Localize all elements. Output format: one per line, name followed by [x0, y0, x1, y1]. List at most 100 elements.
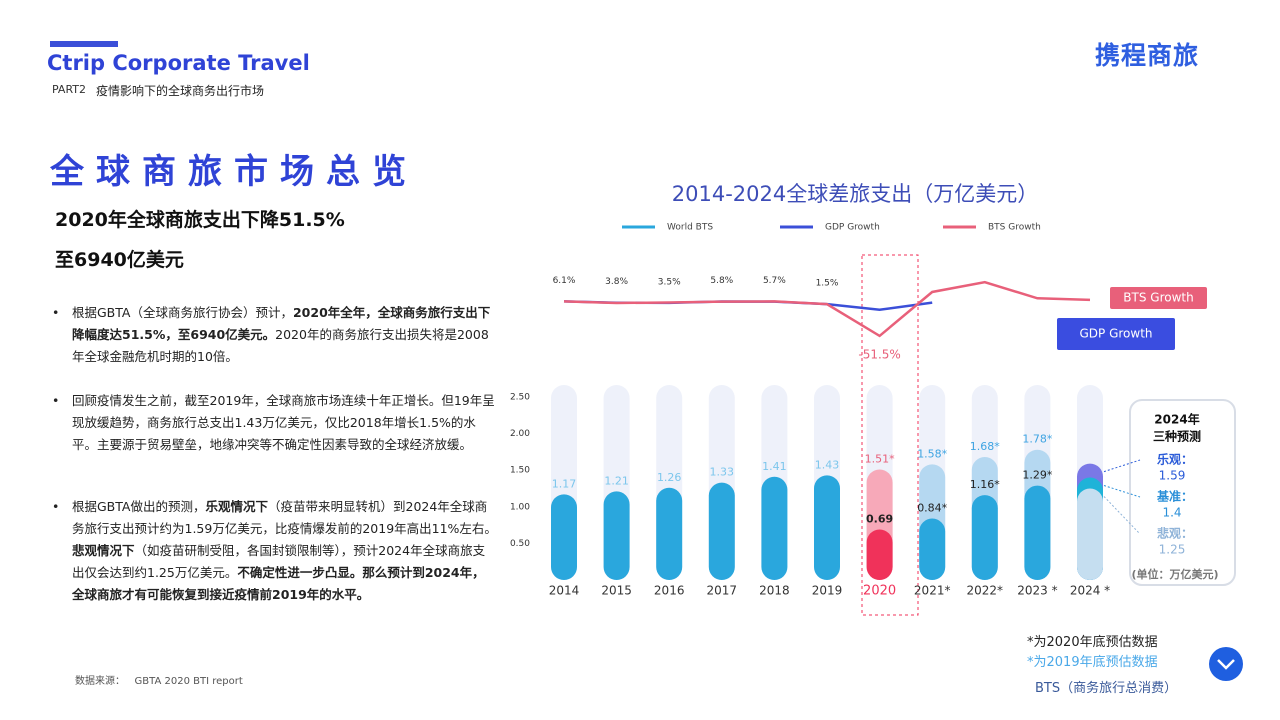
- x-tick-label: 2018: [759, 584, 790, 598]
- scenario-value: 1.4: [1162, 506, 1181, 520]
- value-label: 3.5%: [658, 277, 681, 287]
- annotation-box: [1110, 287, 1207, 309]
- source-text: GBTA 2020 BTI report: [134, 676, 243, 687]
- scenario-name: 悲观：: [1157, 526, 1193, 541]
- value-label: 1.33: [710, 466, 735, 479]
- bar: [971, 495, 998, 580]
- value-label: 1.26: [657, 471, 682, 484]
- unit-label: (单位：万亿美元): [1131, 567, 1218, 581]
- bullet-run: 根据GBTA做出的预测，: [72, 499, 206, 514]
- bullet: 根据GBTA（全球商务旅行协会）预计，2020年全年，全球商务旅行支出下降幅度达…: [52, 302, 497, 368]
- x-tick-label: 2014: [549, 584, 580, 598]
- value-label: 1.78*: [1022, 433, 1052, 446]
- scenario-name: 乐观：: [1157, 452, 1193, 467]
- source-label: 数据来源：: [75, 676, 125, 687]
- brand: Ctrip Corporate Travel: [47, 51, 310, 75]
- bar: [919, 518, 946, 580]
- bullet-run: 2020年全年，全球商务旅行支出下降幅度达51.5%，至6940亿美元。: [72, 305, 491, 342]
- chevron[interactable]: [1217, 659, 1235, 670]
- bullet-run: 不确定性进一步凸显。那么预计到2024年，全球商旅才有可能恢复到接近疫情前201…: [72, 565, 485, 602]
- x-tick-label: 2022*: [967, 584, 1004, 598]
- value-label: 0.69: [866, 512, 893, 525]
- y-tick-label: 0.50: [510, 539, 530, 549]
- note: BTS（商务旅行总消费）: [1035, 681, 1178, 696]
- annotation-box: [1057, 318, 1175, 350]
- headline: 2020年全球商旅支出下降51.5%: [55, 209, 345, 231]
- bullet-run: （如疫苗研制受阻，各国封锁限制等），预计2024年全球商旅支出仅会达到约1.25…: [72, 543, 486, 580]
- bullet: 根据GBTA做出的预测，乐观情况下（疫苗带来明显转机）到2024年全球商务旅行支…: [52, 496, 497, 606]
- y-tick-label: 1.00: [510, 502, 530, 512]
- note: *为2019年底预估数据: [1027, 655, 1158, 670]
- scenario-title: 三种预测: [1153, 429, 1201, 444]
- chevron-button[interactable]: [1209, 647, 1243, 681]
- section: 疫情影响下的全球商务出行市场: [96, 84, 265, 98]
- value-label: 1.5%: [816, 279, 839, 289]
- scenario-name: 基准：: [1156, 489, 1193, 504]
- bullet-run: 回顾疫情发生之前，截至2019年，全球商旅市场连续十年正增长。但19年呈现放缓趋…: [72, 393, 495, 452]
- y-tick-label: 2.00: [510, 429, 530, 439]
- bar: [708, 482, 735, 580]
- bar: [814, 475, 840, 580]
- annotation: GDP Growth: [1079, 327, 1152, 341]
- line: [563, 280, 1091, 338]
- legend-label: GDP Growth: [825, 223, 880, 233]
- bar: [551, 494, 577, 580]
- value-label: 1.16*: [970, 478, 1000, 491]
- bullet-run: 乐观情况下: [205, 499, 268, 514]
- bar: [656, 487, 683, 580]
- x-tick-label: 2019: [812, 584, 843, 598]
- bullet-run: 2020年的商务旅行支出损失将是2008年全球金融危机时期的10倍。: [72, 327, 489, 364]
- source: 数据来源： GBTA 2020 BTI report: [75, 672, 243, 687]
- note: *为2020年底预估数据: [1027, 635, 1158, 650]
- bar: [1077, 488, 1103, 580]
- legend-label: BTS Growth: [988, 223, 1041, 233]
- x-tick-label: 2015: [601, 584, 632, 598]
- highlight-box: [861, 254, 919, 616]
- value-label: 1.43: [815, 458, 840, 471]
- bar: [761, 476, 788, 580]
- y-tick-label: 1.50: [510, 466, 530, 476]
- value-label: 1.41: [762, 460, 787, 473]
- scenario-value: 1.25: [1159, 543, 1186, 557]
- legend-label: World BTS: [667, 223, 713, 233]
- x-tick-label: 2016: [654, 584, 685, 598]
- scenario-box: [1129, 399, 1236, 586]
- page-title: 全球商旅市场总览: [50, 152, 418, 192]
- scenario-value: 1.59: [1159, 469, 1186, 483]
- value-label: 6.1%: [553, 276, 576, 286]
- accent-bar: [50, 41, 118, 47]
- bullet-run: 悲观情况下: [72, 543, 135, 558]
- value-label: 1.68*: [970, 440, 1000, 453]
- x-tick-label: 2021*: [914, 584, 951, 598]
- value-label: 1.17: [552, 477, 577, 490]
- value-label: 1.58*: [917, 447, 947, 460]
- value-label: 1.21: [604, 474, 629, 487]
- value-label: -51.5%: [858, 347, 900, 361]
- x-tick-label: 2020: [863, 584, 896, 599]
- x-tick-label: 2017: [707, 584, 738, 598]
- scenario-title: 2024年: [1154, 412, 1199, 427]
- x-tick-label: 2023 *: [1017, 584, 1057, 598]
- bar: [1024, 485, 1051, 580]
- value-label: 1.51*: [865, 452, 895, 465]
- part: PART2: [52, 83, 87, 96]
- headline: 至6940亿美元: [55, 249, 184, 271]
- value-label: 0.84*: [917, 502, 947, 515]
- bullet-run: （疫苗带来明显转机）到2024年全球商务旅行支出预计约为1.59万亿美元，比疫情…: [72, 499, 497, 536]
- value-label: 5.8%: [710, 276, 733, 286]
- chart-title: 2014-2024全球差旅支出（万亿美元）: [672, 182, 1038, 206]
- bar: [866, 529, 893, 580]
- bullet-run: 根据GBTA（全球商务旅行协会）预计，: [72, 305, 293, 320]
- x-tick-label: 2024 *: [1070, 584, 1110, 598]
- value-label: 1.29*: [1022, 469, 1052, 482]
- y-tick-label: 2.50: [510, 393, 530, 403]
- button-circle[interactable]: [1209, 647, 1243, 681]
- bullet: 回顾疫情发生之前，截至2019年，全球商旅市场连续十年正增长。但19年呈现放缓趋…: [52, 390, 497, 456]
- value-label: 3.8%: [605, 277, 628, 287]
- scenario-arrow: [1103, 496, 1141, 535]
- logo: 携程商旅: [1095, 41, 1200, 70]
- annotation: BTS Growth: [1123, 291, 1193, 305]
- value-label: 5.7%: [763, 276, 786, 286]
